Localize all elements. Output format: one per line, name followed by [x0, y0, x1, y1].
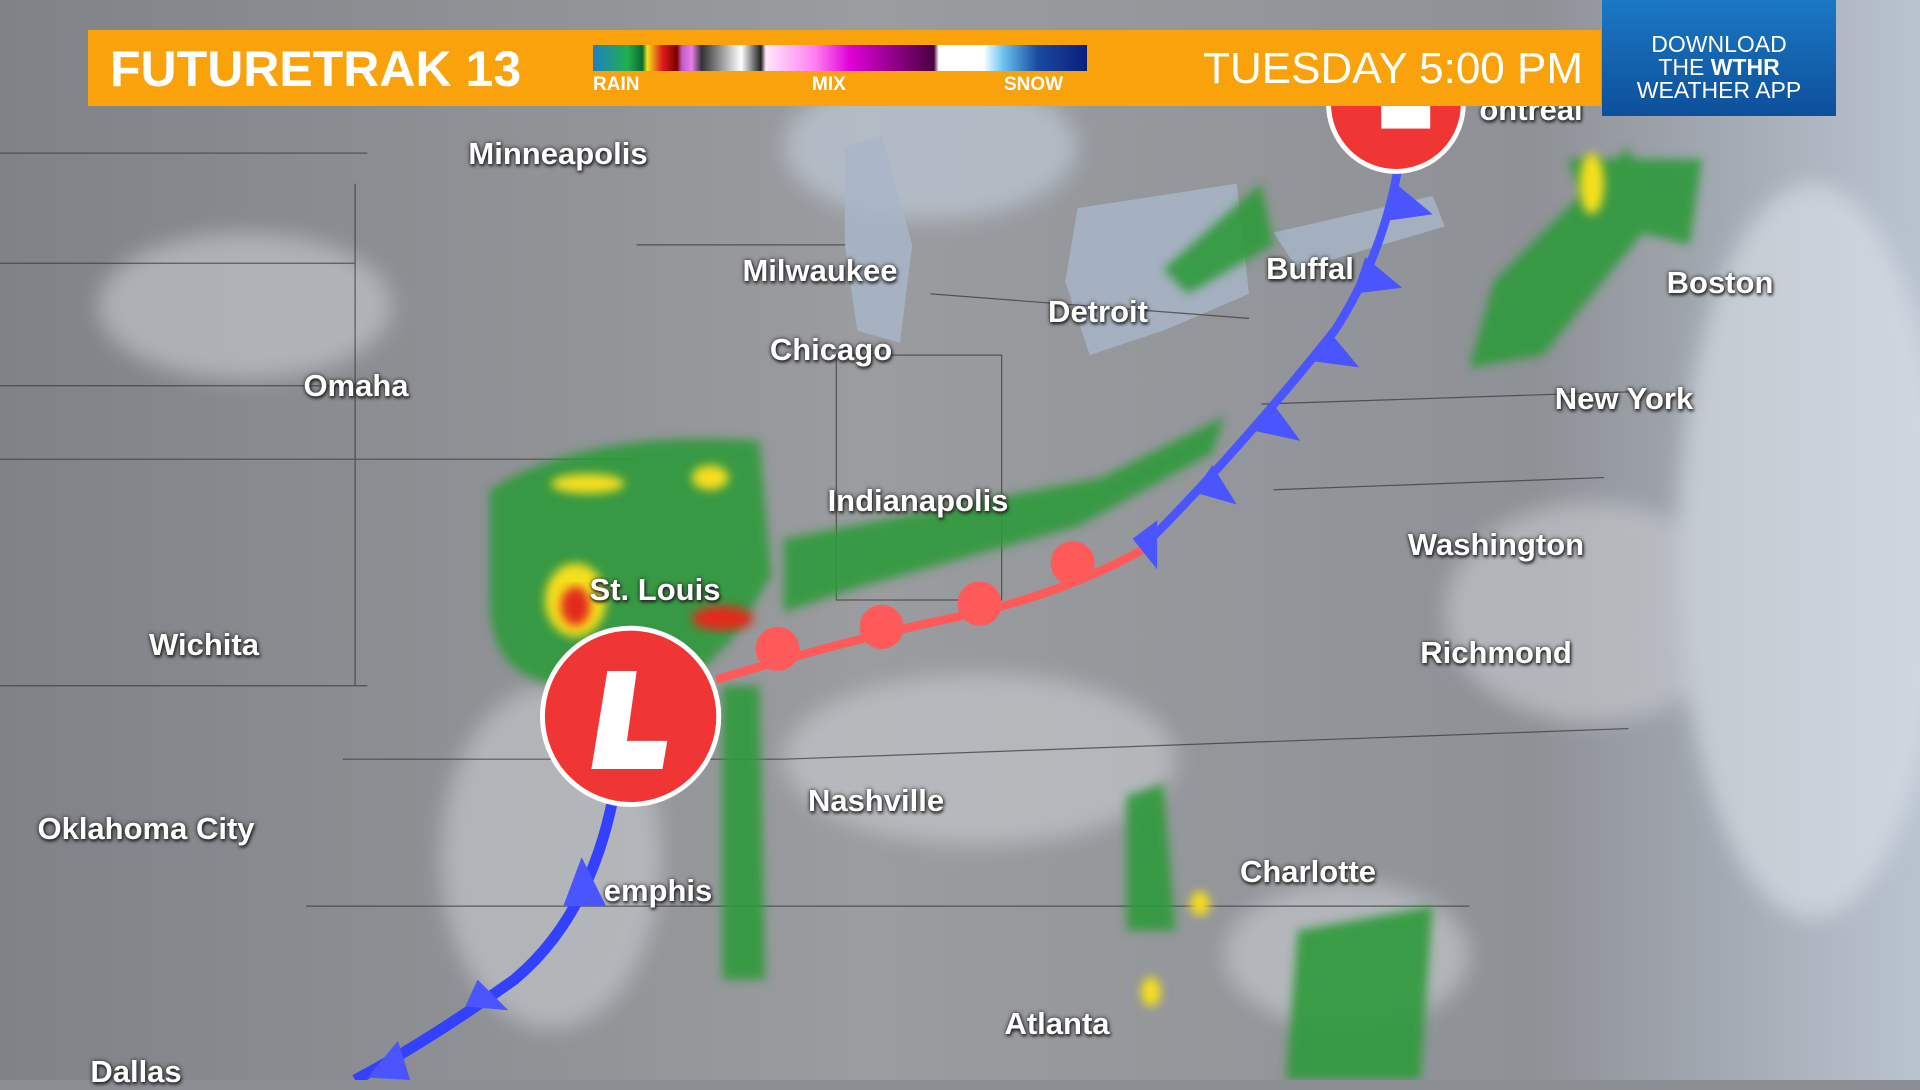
forecast-time: TUESDAY 5:00 PM	[1203, 44, 1583, 93]
download-app-promo[interactable]: DOWNLOAD THE WTHR WEATHER APP	[1602, 0, 1836, 116]
city-label: Buffal	[1266, 251, 1354, 286]
city-label: Indianapolis	[827, 483, 1009, 518]
city-label: Milwaukee	[742, 253, 898, 288]
brand-name: WTHR	[1710, 54, 1780, 80]
city-label: Chicago	[769, 332, 893, 367]
city-label: Nashville	[807, 783, 945, 818]
cold-front	[352, 140, 1433, 1080]
state-borders	[0, 152, 1629, 907]
city-label: emphis	[603, 873, 713, 908]
city-label: Washington	[1407, 527, 1585, 562]
city-label: St. Louis	[589, 572, 721, 607]
promo-line: THE WTHR	[1602, 56, 1836, 79]
city-label: Minneapolis	[468, 136, 648, 171]
city-label: Charlotte	[1239, 854, 1377, 889]
city-label: Richmond	[1420, 635, 1572, 670]
city-label: Dallas	[90, 1054, 182, 1089]
promo-line: WEATHER APP	[1636, 77, 1802, 103]
warm-front	[715, 541, 1154, 684]
city-label: Omaha	[303, 368, 409, 403]
precip-color-scale	[593, 45, 1087, 71]
city-label: Oklahoma City	[37, 811, 255, 846]
legend-snow: SNOW	[1004, 74, 1064, 95]
page-title: FUTURETRAK 13	[110, 41, 522, 97]
lakes	[844, 134, 1445, 356]
legend-rain: RAIN	[593, 74, 640, 95]
city-label: Boston	[1666, 265, 1774, 300]
precipitation	[489, 146, 1703, 1080]
legend-mix: MIX	[812, 74, 846, 95]
city-label: Wichita	[149, 627, 259, 662]
promo-line: DOWNLOAD	[1651, 31, 1787, 57]
header-bar: FUTURETRAK 13 RAIN MIX SNOW TUESDAY 5:00…	[88, 30, 1601, 106]
city-label: Detroit	[1048, 294, 1148, 329]
city-label: Atlanta	[1004, 1006, 1110, 1041]
promo-text: THE	[1658, 54, 1711, 80]
city-label: New York	[1554, 381, 1694, 416]
